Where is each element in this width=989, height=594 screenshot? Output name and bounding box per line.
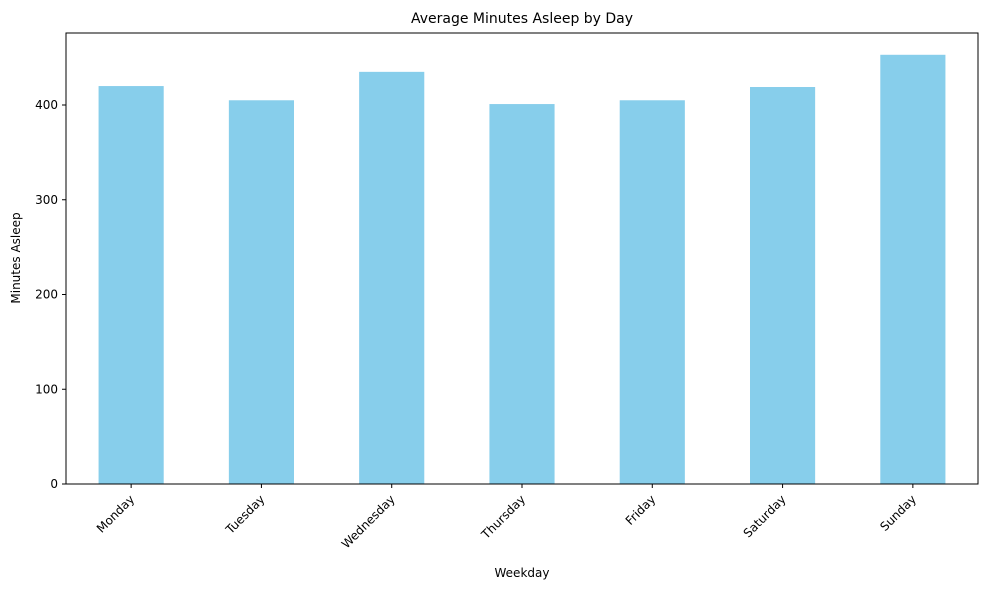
bar-wednesday xyxy=(359,71,425,484)
y-tick-label: 0 xyxy=(50,477,58,491)
bar-tuesday xyxy=(228,100,294,485)
bar-thursday xyxy=(489,104,555,484)
chart-title: Average Minutes Asleep by Day xyxy=(411,11,633,27)
plot-frame xyxy=(65,32,979,485)
y-tick-label: 100 xyxy=(35,382,58,396)
y-axis-label: Minutes Asleep xyxy=(9,212,23,303)
x-tick-label: Friday xyxy=(623,492,659,528)
x-tick-label: Saturday xyxy=(741,492,789,540)
bar-friday xyxy=(619,100,685,485)
bar-saturday xyxy=(750,87,816,484)
y-tick-label: 400 xyxy=(35,98,58,112)
y-tick-label: 200 xyxy=(35,288,58,302)
x-tick-label: Wednesday xyxy=(339,492,398,551)
x-axis-label: Weekday xyxy=(495,566,550,580)
x-axis: Monday Tuesday Wednesday Thursday Friday Satu… xyxy=(94,484,919,551)
x-tick-label: Sunday xyxy=(877,492,919,534)
x-tick-label: Monday xyxy=(94,492,137,535)
x-tick-label: Tuesday xyxy=(222,492,267,537)
y-axis: 0 100 200 300 400 xyxy=(35,98,66,491)
bar-monday xyxy=(98,86,164,484)
bar-sunday xyxy=(880,54,946,484)
x-tick-label: Thursday xyxy=(478,492,528,542)
y-tick-label: 300 xyxy=(35,193,58,207)
bars xyxy=(98,54,946,485)
